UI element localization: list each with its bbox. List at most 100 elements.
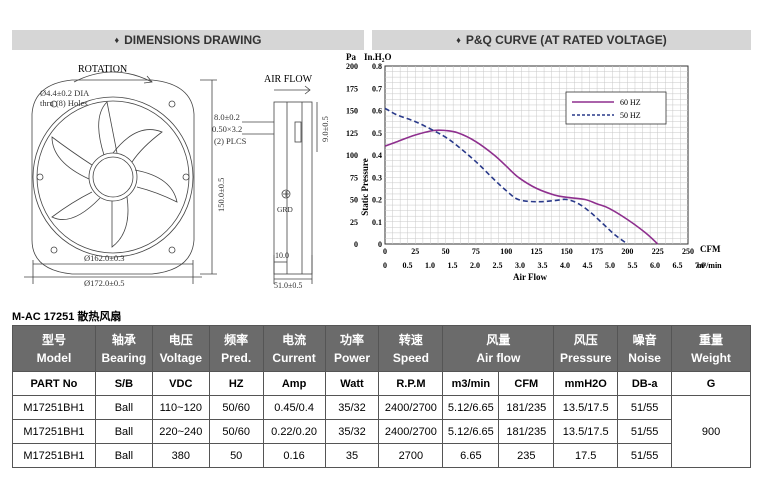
table-cell: 2400/2700 bbox=[378, 419, 444, 444]
y-tick-inh2o: 0.7 bbox=[372, 84, 382, 93]
x-tick-m3: 1.0 bbox=[425, 261, 435, 270]
y-tick-inh2o: 0.6 bbox=[372, 107, 382, 116]
x-tick-m3: 2.5 bbox=[493, 261, 503, 270]
header-cn-label: 转速 bbox=[398, 332, 423, 347]
table-cell: 0.22/0.20 bbox=[262, 419, 326, 444]
x-tick-cfm: 75 bbox=[472, 247, 480, 256]
spec-units-row: PART No S/B VDC HZ Amp Watt R.P.M m3/min CFM mmH2… bbox=[12, 371, 751, 396]
y-tick-inh2o: 0.8 bbox=[372, 62, 382, 71]
x-tick-cfm: 0 bbox=[383, 247, 387, 256]
table-cell: 2400/2700 bbox=[378, 395, 444, 420]
x-tick-m3: 6.5 bbox=[673, 261, 683, 270]
airflow-label: AIR FLOW bbox=[264, 74, 313, 85]
x-tick-m3: 6.0 bbox=[650, 261, 660, 270]
legend-entry: 60 HZ bbox=[620, 98, 641, 107]
table-cell: 2700 bbox=[378, 443, 444, 468]
dimensions-drawing: ROTATION Ø4.4±0.2 DIA thru (8) Holes 150… bbox=[24, 64, 330, 290]
header-cn-label: 电压 bbox=[168, 332, 193, 347]
header-en-label: Current bbox=[272, 350, 316, 365]
ground-label: GRD bbox=[277, 205, 293, 214]
header-cn-label: 功率 bbox=[339, 332, 364, 347]
dim-10-label: 10.0 bbox=[275, 251, 289, 260]
diamond-bullet-icon: ♦ bbox=[114, 35, 120, 45]
y-tick-pa: 25 bbox=[350, 218, 358, 227]
x-tick-cfm: 100 bbox=[500, 247, 512, 256]
header-cn-label: 风压 bbox=[573, 332, 598, 347]
y-tick-inh2o: 0.4 bbox=[372, 151, 382, 160]
table-cell: 51/55 bbox=[617, 443, 673, 468]
table-cell: Ball bbox=[94, 443, 153, 468]
series-line-50hz bbox=[384, 107, 628, 245]
header-cn-label: 频率 bbox=[224, 332, 249, 347]
header-cn-label: 噪音 bbox=[632, 332, 657, 347]
y-unit-pa: Pa bbox=[346, 52, 356, 62]
x-tick-cfm: 125 bbox=[531, 247, 543, 256]
spec-header-row: 型号 Model 轴承 Bearing 电压 Voltage 频率 Pred. 电流 Curren… bbox=[12, 325, 751, 372]
y-tick-pa: 75 bbox=[350, 173, 358, 182]
header-cn-label: 风量 bbox=[486, 332, 511, 347]
table-cell: 35/32 bbox=[324, 419, 380, 444]
legend-entry: 50 HZ bbox=[620, 111, 641, 120]
x-tick-m3: 4.0 bbox=[560, 261, 570, 270]
x-tick-m3: 0 bbox=[383, 261, 387, 270]
table-cell: 13.5/17.5 bbox=[553, 419, 619, 444]
dim-9-label: 9.0±0.5 bbox=[320, 116, 330, 142]
table-cell: 13.5/17.5 bbox=[553, 395, 619, 420]
rotation-label: ROTATION bbox=[78, 64, 127, 75]
header-cn-label: 型号 bbox=[41, 332, 66, 347]
header-en-label: Speed bbox=[392, 350, 429, 365]
y-tick-inh2o: 0 bbox=[378, 240, 382, 249]
series-line-60hz bbox=[384, 129, 659, 245]
height-dimension-label: 150.0±0.5 bbox=[216, 178, 226, 212]
plcs-label: (2) PLCS bbox=[214, 136, 247, 146]
x-tick-cfm: 250 bbox=[682, 247, 694, 256]
diamond-bullet-icon: ♦ bbox=[456, 35, 461, 45]
model-title: M-AC 17251 散热风扇 bbox=[12, 311, 122, 323]
ground-terminal-icon bbox=[281, 189, 291, 199]
table-cell: 35 bbox=[324, 443, 380, 468]
header-cn-label: 轴承 bbox=[111, 332, 136, 347]
fan-hub bbox=[88, 152, 138, 202]
header-en-label: Air flow bbox=[476, 350, 521, 365]
fan-outer-ring bbox=[32, 96, 194, 258]
header-pressure: 风压 Pressure bbox=[553, 325, 619, 372]
table-row: M17251BH1 Ball 380 50 0.16 35 2700 6.65 235 17.5 5… bbox=[12, 443, 751, 468]
header-en-label: Power bbox=[333, 350, 370, 365]
header-weight: 重量 Weight bbox=[671, 325, 751, 372]
x-tick-m3: 7.0 bbox=[695, 261, 705, 270]
header-cn-label: 重量 bbox=[699, 332, 724, 347]
chart-legend bbox=[565, 91, 667, 125]
y-tick-pa: 125 bbox=[346, 129, 358, 138]
y-tick-inh2o: 0.3 bbox=[372, 173, 382, 182]
table-row: M17251BH1 Ball 220~240 50/60 0.22/0.20 35/32 2… bbox=[12, 419, 751, 444]
unit-cell: CFM bbox=[498, 371, 555, 396]
fan-side-view bbox=[273, 101, 313, 275]
y-tick-inh2o: 0.2 bbox=[372, 196, 382, 205]
table-row: M17251BH1 Ball 110~120 50/60 0.45/0.4 35/32 24… bbox=[12, 395, 751, 468]
unit-cell: m3/min bbox=[442, 371, 500, 396]
x-tick-m3: 2.0 bbox=[470, 261, 480, 270]
y-tick-pa: 175 bbox=[346, 84, 358, 93]
unit-cell: PART No bbox=[12, 371, 96, 396]
table-cell: 110~120 bbox=[151, 395, 210, 420]
x-tick-cfm: 150 bbox=[561, 247, 573, 256]
weight-cell: 900 bbox=[671, 395, 751, 468]
table-cell: 50 bbox=[208, 443, 264, 468]
y-unit-inh2o: In.H₂O bbox=[364, 52, 391, 62]
header-pred-: 频率 Pred. bbox=[208, 325, 264, 372]
hole-spec-line2: thru (8) Holes bbox=[40, 98, 88, 108]
table-cell: 380 bbox=[151, 443, 210, 468]
y-tick-pa: 50 bbox=[350, 196, 358, 205]
unit-cell: S/B bbox=[94, 371, 153, 396]
spec-table: 型号 Model 轴承 Bearing 电压 Voltage 频率 Pred. 电流 Curren… bbox=[12, 325, 751, 468]
y-tick-inh2o: 0.1 bbox=[372, 218, 382, 227]
x-tick-cfm: 200 bbox=[621, 247, 633, 256]
hole-spec-line1: Ø4.4±0.2 DIA bbox=[40, 88, 90, 98]
header-en-label: Pred. bbox=[221, 350, 252, 365]
unit-cell: DB-a bbox=[617, 371, 673, 396]
header-voltage: 电压 Voltage bbox=[151, 325, 210, 372]
x-tick-cfm: 50 bbox=[442, 247, 450, 256]
table-cell: 51/55 bbox=[617, 419, 673, 444]
inner-diameter-label: Ø162.0±0.3 bbox=[84, 253, 125, 263]
table-cell: Ball bbox=[94, 395, 153, 420]
